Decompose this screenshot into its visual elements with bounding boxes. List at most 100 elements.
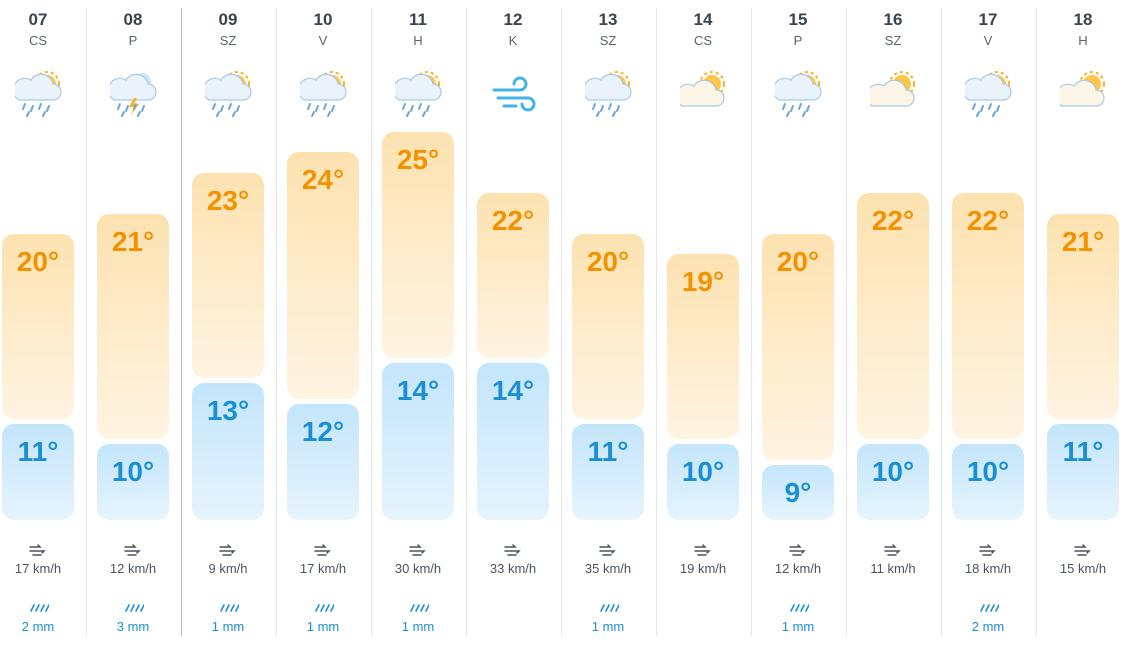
low-temp: 14° (396, 374, 440, 406)
rain-amount: 3 mm (116, 619, 150, 634)
weather-icon (582, 70, 633, 125)
low-bar (192, 383, 264, 520)
column-separator (370, 8, 372, 636)
low-temp: 11° (587, 436, 629, 467)
wind-icon (123, 543, 143, 562)
wind-speed: 12 km/h (109, 561, 157, 576)
wind-speed: 17 km/h (299, 561, 347, 576)
date: 12 (503, 10, 523, 29)
date: 18 (1073, 10, 1093, 29)
date: 07 (28, 10, 48, 29)
high-temp: 23° (206, 184, 250, 216)
high-bar (857, 193, 929, 440)
wind-speed: 17 km/h (14, 561, 62, 576)
high-temp: 21° (1061, 225, 1105, 257)
weekday: SZ (599, 33, 617, 48)
high-temp: 20° (776, 246, 820, 277)
high-bar (382, 132, 454, 358)
high-bar (287, 152, 359, 399)
weather-icon (202, 70, 253, 125)
low-temp: 10° (871, 456, 915, 488)
wind-speed: 12 km/h (774, 561, 822, 576)
low-bar (477, 362, 549, 520)
rain-amount: 2 mm (971, 619, 1005, 634)
weekday: SZ (884, 33, 902, 48)
weekday: V (318, 33, 328, 48)
high-temp: 20° (16, 246, 60, 277)
weekday: SZ (219, 33, 237, 48)
high-bar (477, 193, 549, 358)
wind-icon (408, 543, 428, 562)
column-separator (1035, 8, 1037, 636)
date: 15 (788, 10, 808, 29)
wind-speed: 9 km/h (208, 561, 248, 576)
high-temp: 19° (681, 266, 725, 298)
high-temp: 22° (871, 205, 915, 237)
column-separator (655, 8, 657, 636)
weather-icon (12, 70, 63, 125)
weather-icon (392, 70, 443, 125)
wind-speed: 19 km/h (679, 561, 727, 576)
date: 14 (693, 10, 713, 29)
weekday: CS (693, 33, 713, 48)
low-bar (2, 424, 74, 520)
column-separator (85, 8, 87, 636)
low-bar (857, 444, 929, 520)
wind-icon (788, 543, 808, 562)
high-temp: 22° (966, 205, 1010, 237)
wind-icon (313, 543, 333, 562)
weather-icon (1055, 70, 1108, 125)
rain-icon (312, 600, 335, 618)
wind-speed: 15 km/h (1059, 561, 1107, 576)
weekday: K (508, 33, 518, 48)
weekday: P (793, 33, 803, 48)
rain-icon (977, 600, 1000, 618)
weather-icon (490, 70, 538, 125)
wind-speed: 33 km/h (489, 561, 537, 576)
date: 16 (883, 10, 903, 29)
low-bar (667, 444, 739, 520)
high-bar (2, 234, 74, 419)
wind-speed: 11 km/h (870, 561, 916, 576)
high-bar (97, 213, 169, 440)
wind-icon (28, 543, 48, 562)
wind-icon (503, 543, 523, 562)
weekday: V (983, 33, 993, 48)
column-separator (750, 8, 752, 636)
wind-icon (598, 543, 618, 562)
high-temp: 21° (111, 225, 155, 257)
column-separator (940, 8, 942, 636)
column-separator (560, 8, 562, 636)
high-bar (762, 234, 834, 460)
wind-icon (693, 543, 713, 562)
weekday: CS (28, 33, 48, 48)
high-bar (572, 234, 644, 419)
low-temp: 12° (301, 415, 345, 447)
weather-icon (297, 70, 348, 125)
column-separator (180, 8, 182, 636)
weekday: H (1078, 33, 1088, 48)
weather-icon (772, 70, 823, 125)
low-temp: 13° (206, 395, 250, 427)
weekday: H (413, 33, 423, 48)
low-temp: 10° (966, 456, 1010, 488)
low-temp: 10° (111, 456, 155, 488)
wind-speed: 30 km/h (394, 561, 442, 576)
wind-icon (978, 543, 998, 562)
low-temp: 14° (491, 374, 535, 406)
high-bar (667, 254, 739, 440)
wind-icon (883, 543, 903, 562)
low-bar (572, 424, 644, 520)
rain-icon (122, 600, 145, 618)
rain-amount: 1 mm (591, 619, 625, 634)
rain-amount: 1 mm (401, 619, 435, 634)
wind-icon (218, 543, 238, 562)
high-bar (192, 172, 264, 379)
rain-icon (407, 600, 430, 618)
low-temp: 9° (784, 476, 812, 508)
column-separator (465, 8, 467, 636)
low-bar (762, 464, 834, 520)
weather-icon (107, 70, 158, 125)
rain-amount: 1 mm (306, 619, 340, 634)
